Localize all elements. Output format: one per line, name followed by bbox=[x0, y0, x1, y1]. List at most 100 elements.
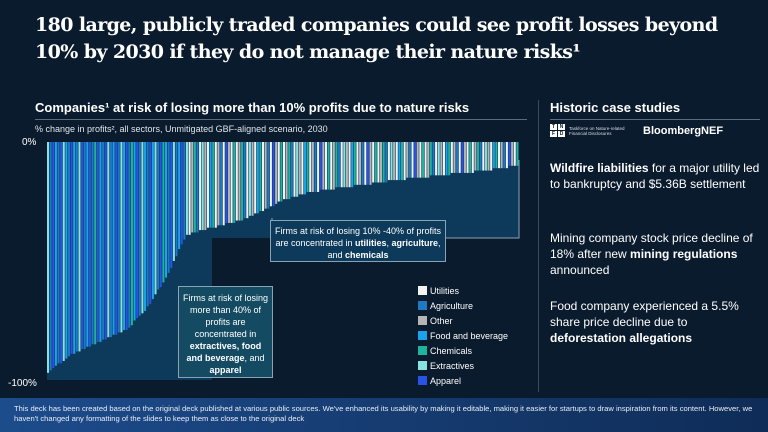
annotation-high: Firms at risk of losing more than 40% of… bbox=[178, 286, 273, 378]
annotation-bold: extractives, food and beverage bbox=[186, 341, 262, 363]
bar bbox=[345, 142, 348, 188]
bar bbox=[180, 142, 183, 245]
bar bbox=[204, 142, 207, 231]
bar bbox=[133, 142, 136, 321]
legend-swatch bbox=[418, 376, 427, 385]
legend-label: Extractives bbox=[430, 360, 475, 371]
bar bbox=[442, 142, 445, 176]
footer-disclaimer: This deck has been created based on the … bbox=[0, 398, 768, 432]
bar bbox=[377, 142, 380, 183]
bar bbox=[130, 142, 133, 326]
bar bbox=[301, 142, 304, 195]
logo-letter: F bbox=[550, 131, 557, 137]
bar bbox=[283, 142, 286, 200]
bar bbox=[196, 142, 199, 233]
annotation-text: Firms at risk of losing more than 40% of… bbox=[182, 293, 269, 339]
bar bbox=[81, 142, 84, 350]
legend-swatch bbox=[418, 361, 427, 370]
bar bbox=[65, 142, 68, 359]
bar bbox=[235, 142, 238, 221]
slide-title: 180 large, publicly traded companies cou… bbox=[35, 14, 718, 63]
bar bbox=[380, 142, 383, 183]
bar bbox=[456, 142, 459, 173]
divider bbox=[550, 119, 760, 120]
bar bbox=[503, 142, 506, 169]
case-text: Mining company stock price decline of 18… bbox=[550, 231, 753, 261]
bar bbox=[115, 142, 118, 335]
bar bbox=[212, 142, 215, 228]
bar bbox=[165, 142, 168, 278]
bar bbox=[83, 142, 86, 350]
bar bbox=[296, 142, 299, 197]
bar bbox=[372, 142, 375, 183]
legend-item: Chemicals bbox=[418, 343, 508, 358]
bar bbox=[290, 142, 293, 197]
bar bbox=[293, 142, 296, 197]
bar bbox=[317, 142, 320, 192]
bar bbox=[128, 142, 131, 328]
case-study-food: Food company experienced a 5.5% share pr… bbox=[550, 298, 760, 346]
legend-swatch bbox=[418, 346, 427, 355]
bar bbox=[246, 142, 249, 219]
bar bbox=[225, 142, 228, 223]
bar bbox=[351, 142, 354, 188]
bar bbox=[453, 142, 456, 173]
bar bbox=[206, 142, 209, 228]
bar bbox=[322, 142, 325, 190]
legend-label: Chemicals bbox=[430, 345, 473, 356]
bar bbox=[403, 142, 406, 181]
case-study-mining: Mining company stock price decline of 18… bbox=[550, 230, 760, 278]
logo-letter: D bbox=[558, 131, 565, 137]
bar bbox=[505, 142, 508, 169]
bar bbox=[75, 142, 78, 352]
bar bbox=[136, 142, 139, 319]
legend-label: Apparel bbox=[430, 375, 462, 386]
legend-item: Agriculture bbox=[418, 298, 508, 313]
bar bbox=[275, 142, 278, 204]
annotation-text: , and bbox=[327, 238, 441, 260]
bar bbox=[175, 142, 178, 257]
bar bbox=[149, 142, 152, 304]
bar bbox=[125, 142, 128, 331]
bar bbox=[183, 142, 186, 240]
bar bbox=[285, 142, 288, 200]
bar bbox=[62, 142, 65, 361]
legend-swatch bbox=[418, 301, 427, 310]
bar bbox=[49, 142, 52, 371]
bar bbox=[170, 142, 173, 269]
bar bbox=[141, 142, 144, 314]
bar bbox=[416, 142, 419, 178]
bar bbox=[280, 142, 283, 202]
bar bbox=[47, 142, 50, 373]
legend-label: Food and beverage bbox=[430, 330, 509, 341]
bar bbox=[157, 142, 160, 290]
bar bbox=[343, 142, 346, 188]
bar bbox=[269, 142, 272, 207]
bar bbox=[88, 142, 91, 347]
bar bbox=[52, 142, 55, 369]
bar bbox=[86, 142, 89, 347]
annotation-text: , and bbox=[244, 353, 265, 363]
bar bbox=[233, 142, 236, 223]
legend-label: Other bbox=[430, 315, 453, 326]
case-study-wildfire: Wildfire liabilities for a major utility… bbox=[550, 160, 760, 192]
bar bbox=[469, 142, 472, 173]
bar bbox=[277, 142, 280, 202]
bar bbox=[96, 142, 99, 342]
bar bbox=[327, 142, 330, 190]
bar bbox=[54, 142, 57, 366]
case-studies-title: Historic case studies bbox=[550, 100, 681, 115]
bar bbox=[172, 142, 175, 261]
annotation-bold: apparel bbox=[209, 365, 242, 375]
bar bbox=[154, 142, 157, 295]
bar bbox=[495, 142, 498, 169]
bar bbox=[91, 142, 94, 345]
case-text: Food company experienced a 5.5% share pr… bbox=[550, 299, 739, 329]
bar bbox=[387, 142, 390, 181]
bar bbox=[461, 142, 464, 173]
chart-subtitle: % change in profits², all sectors, Unmit… bbox=[35, 124, 328, 134]
bar bbox=[432, 142, 435, 176]
bar bbox=[123, 142, 126, 331]
bar bbox=[67, 142, 70, 357]
bar bbox=[471, 142, 474, 173]
